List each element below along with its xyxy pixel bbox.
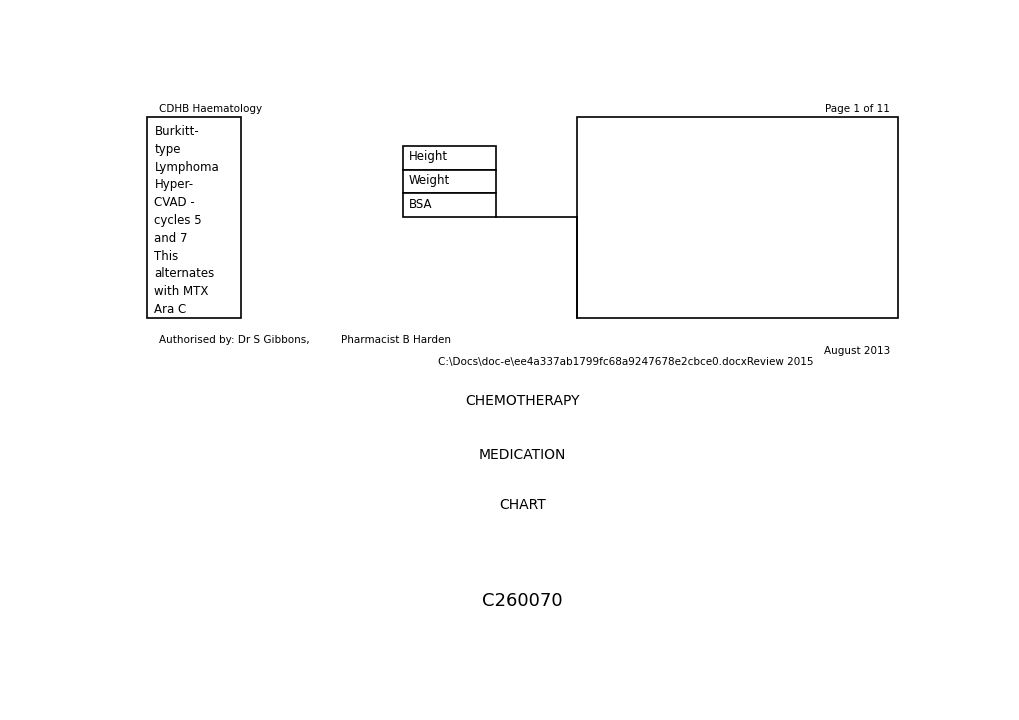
Bar [403, 145, 495, 169]
Text: and 7: and 7 [154, 232, 187, 245]
Text: cycles 5: cycles 5 [154, 214, 202, 227]
Text: C:\Docs\doc-e\ee4a337ab1799fc68a9247678e2cbce0.docxReview 2015: C:\Docs\doc-e\ee4a337ab1799fc68a9247678e… [437, 357, 812, 367]
Text: MEDICATION: MEDICATION [479, 448, 566, 462]
Text: CHART: CHART [499, 498, 545, 512]
Text: Authorised by: Dr S Gibbons,: Authorised by: Dr S Gibbons, [159, 335, 310, 345]
Text: C260070: C260070 [482, 592, 562, 610]
Text: CHEMOTHERAPY: CHEMOTHERAPY [465, 394, 580, 408]
Text: August 2013: August 2013 [823, 346, 890, 356]
Bar [403, 194, 495, 217]
Text: Lymphoma: Lymphoma [154, 161, 219, 174]
Text: This: This [154, 250, 178, 263]
Text: BSA: BSA [409, 197, 432, 211]
Text: Hyper-: Hyper- [154, 179, 194, 192]
Text: type: type [154, 143, 180, 156]
Text: alternates: alternates [154, 267, 214, 280]
Text: with MTX: with MTX [154, 285, 209, 298]
Bar [147, 117, 240, 318]
Text: Pharmacist B Harden: Pharmacist B Harden [340, 335, 450, 345]
Text: CVAD -: CVAD - [154, 197, 195, 210]
Text: Ara C: Ara C [154, 303, 186, 316]
Text: Page 1 of 11: Page 1 of 11 [824, 104, 890, 114]
Text: Burkitt-: Burkitt- [154, 125, 199, 138]
Text: Weight: Weight [409, 174, 449, 186]
Text: CDHB Haematology: CDHB Haematology [159, 104, 262, 114]
Bar [403, 169, 495, 194]
Text: Height: Height [409, 150, 447, 163]
Bar [576, 117, 898, 318]
